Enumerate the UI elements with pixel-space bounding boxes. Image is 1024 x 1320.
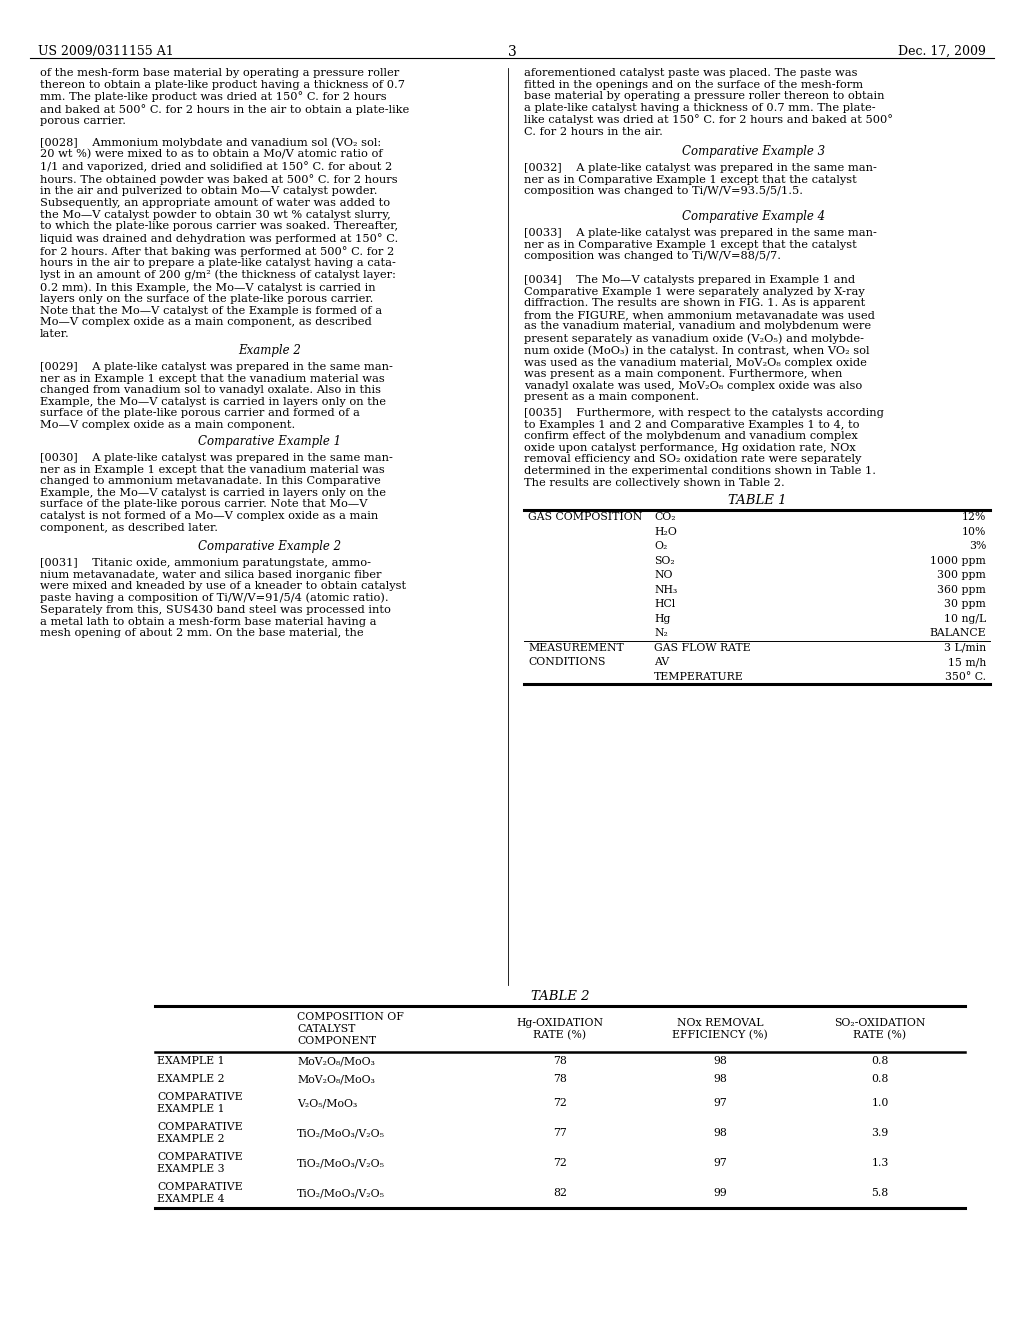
Text: MoV₂O₈/MoO₃: MoV₂O₈/MoO₃: [297, 1056, 375, 1067]
Text: [0029]    A plate-like catalyst was prepared in the same man-
ner as in Example : [0029] A plate-like catalyst was prepare…: [40, 362, 393, 430]
Text: AV: AV: [654, 657, 670, 667]
Text: 77: 77: [553, 1129, 567, 1138]
Text: NO: NO: [654, 570, 673, 581]
Text: NH₃: NH₃: [654, 585, 677, 595]
Text: GAS FLOW RATE: GAS FLOW RATE: [654, 643, 751, 653]
Text: Comparative Example 3: Comparative Example 3: [682, 145, 825, 158]
Text: 15 m/h: 15 m/h: [948, 657, 986, 667]
Text: HCl: HCl: [654, 599, 675, 610]
Text: SO₂: SO₂: [654, 556, 675, 566]
Text: Hg: Hg: [654, 614, 671, 624]
Text: Comparative Example 2: Comparative Example 2: [199, 540, 342, 553]
Text: 30 ppm: 30 ppm: [944, 599, 986, 610]
Text: 98: 98: [713, 1056, 727, 1067]
Text: 1000 ppm: 1000 ppm: [930, 556, 986, 566]
Text: [0034]    The Mo—V catalysts prepared in Example 1 and
Comparative Example 1 wer: [0034] The Mo—V catalysts prepared in Ex…: [524, 275, 874, 403]
Text: US 2009/0311155 A1: US 2009/0311155 A1: [38, 45, 174, 58]
Text: COMPARATIVE
EXAMPLE 2: COMPARATIVE EXAMPLE 2: [157, 1122, 243, 1144]
Text: BALANCE: BALANCE: [930, 628, 986, 639]
Text: Comparative Example 4: Comparative Example 4: [682, 210, 825, 223]
Text: COMPARATIVE
EXAMPLE 4: COMPARATIVE EXAMPLE 4: [157, 1183, 243, 1204]
Text: [0030]    A plate-like catalyst was prepared in the same man-
ner as in Example : [0030] A plate-like catalyst was prepare…: [40, 453, 393, 532]
Text: 97: 97: [713, 1158, 727, 1168]
Text: 0.8: 0.8: [871, 1056, 889, 1067]
Text: 97: 97: [713, 1098, 727, 1107]
Text: 3: 3: [508, 45, 516, 59]
Text: 98: 98: [713, 1129, 727, 1138]
Text: [0028]    Ammonium molybdate and vanadium sol (VO₂ sol:
20 wt %) were mixed to a: [0028] Ammonium molybdate and vanadium s…: [40, 137, 398, 339]
Text: 1.0: 1.0: [871, 1098, 889, 1107]
Text: 360 ppm: 360 ppm: [937, 585, 986, 595]
Text: EXAMPLE 1: EXAMPLE 1: [157, 1056, 224, 1067]
Text: 3.9: 3.9: [871, 1129, 889, 1138]
Text: [0032]    A plate-like catalyst was prepared in the same man-
ner as in Comparat: [0032] A plate-like catalyst was prepare…: [524, 162, 877, 197]
Text: 72: 72: [553, 1098, 567, 1107]
Text: 1.3: 1.3: [871, 1158, 889, 1168]
Text: SO₂-OXIDATION
RATE (%): SO₂-OXIDATION RATE (%): [835, 1018, 926, 1040]
Text: 72: 72: [553, 1158, 567, 1168]
Text: COMPOSITION OF
CATALYST
COMPONENT: COMPOSITION OF CATALYST COMPONENT: [297, 1012, 403, 1045]
Text: TiO₂/MoO₃/V₂O₅: TiO₂/MoO₃/V₂O₅: [297, 1188, 385, 1199]
Text: aforementioned catalyst paste was placed. The paste was
fitted in the openings a: aforementioned catalyst paste was placed…: [524, 69, 893, 137]
Text: O₂: O₂: [654, 541, 668, 552]
Text: TABLE 2: TABLE 2: [530, 990, 589, 1003]
Text: V₂O₅/MoO₃: V₂O₅/MoO₃: [297, 1098, 357, 1107]
Text: N₂: N₂: [654, 628, 668, 639]
Text: Comparative Example 1: Comparative Example 1: [199, 436, 342, 447]
Text: 10 ng/L: 10 ng/L: [944, 614, 986, 624]
Text: EXAMPLE 2: EXAMPLE 2: [157, 1074, 224, 1084]
Text: of the mesh-form base material by operating a pressure roller
thereon to obtain : of the mesh-form base material by operat…: [40, 69, 410, 127]
Text: MoV₂O₈/MoO₃: MoV₂O₈/MoO₃: [297, 1074, 375, 1084]
Text: H₂O: H₂O: [654, 527, 677, 537]
Text: 99: 99: [713, 1188, 727, 1199]
Text: 5.8: 5.8: [871, 1188, 889, 1199]
Text: COMPARATIVE
EXAMPLE 1: COMPARATIVE EXAMPLE 1: [157, 1092, 243, 1114]
Text: TABLE 1: TABLE 1: [728, 494, 786, 507]
Text: Hg-OXIDATION
RATE (%): Hg-OXIDATION RATE (%): [516, 1018, 603, 1040]
Text: 78: 78: [553, 1074, 567, 1084]
Text: 350° C.: 350° C.: [945, 672, 986, 681]
Text: 3%: 3%: [969, 541, 986, 552]
Text: COMPARATIVE
EXAMPLE 3: COMPARATIVE EXAMPLE 3: [157, 1152, 243, 1173]
Text: Example 2: Example 2: [239, 345, 301, 356]
Text: [0035]    Furthermore, with respect to the catalysts according
to Examples 1 and: [0035] Furthermore, with respect to the …: [524, 408, 884, 487]
Text: TiO₂/MoO₃/V₂O₅: TiO₂/MoO₃/V₂O₅: [297, 1129, 385, 1138]
Text: CO₂: CO₂: [654, 512, 676, 523]
Text: Dec. 17, 2009: Dec. 17, 2009: [898, 45, 986, 58]
Text: MEASUREMENT: MEASUREMENT: [528, 643, 624, 653]
Text: TiO₂/MoO₃/V₂O₅: TiO₂/MoO₃/V₂O₅: [297, 1158, 385, 1168]
Text: 82: 82: [553, 1188, 567, 1199]
Text: 98: 98: [713, 1074, 727, 1084]
Text: [0031]    Titanic oxide, ammonium paratungstate, ammo-
nium metavanadate, water : [0031] Titanic oxide, ammonium paratungs…: [40, 558, 407, 639]
Text: 78: 78: [553, 1056, 567, 1067]
Text: 0.8: 0.8: [871, 1074, 889, 1084]
Text: NOx REMOVAL
EFFICIENCY (%): NOx REMOVAL EFFICIENCY (%): [672, 1018, 768, 1040]
Text: [0033]    A plate-like catalyst was prepared in the same man-
ner as in Comparat: [0033] A plate-like catalyst was prepare…: [524, 228, 877, 261]
Text: 10%: 10%: [962, 527, 986, 537]
Text: CONDITIONS: CONDITIONS: [528, 657, 605, 667]
Text: GAS COMPOSITION: GAS COMPOSITION: [528, 512, 642, 523]
Text: 300 ppm: 300 ppm: [937, 570, 986, 581]
Text: 12%: 12%: [962, 512, 986, 523]
Text: TEMPERATURE: TEMPERATURE: [654, 672, 743, 681]
Text: 3 L/min: 3 L/min: [944, 643, 986, 653]
